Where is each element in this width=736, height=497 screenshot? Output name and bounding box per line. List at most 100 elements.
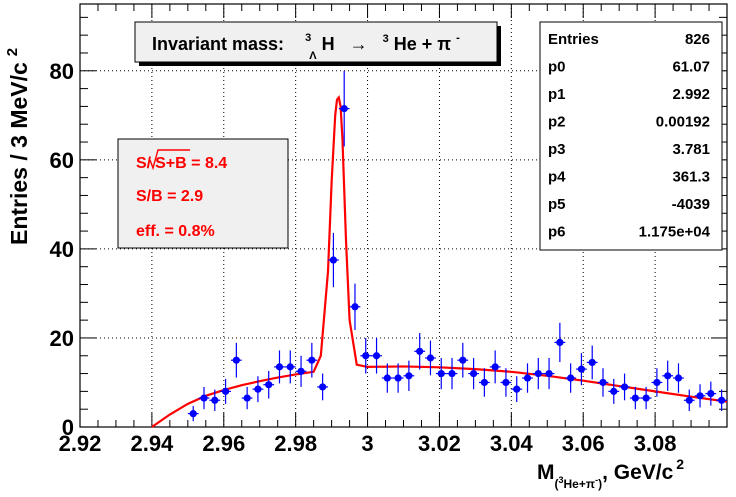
- data-marker: [599, 378, 607, 387]
- data-point: [629, 386, 641, 410]
- stats-label: p2: [548, 114, 566, 131]
- data-point: [489, 350, 501, 384]
- data-marker: [340, 105, 348, 113]
- stats-label: p5: [548, 196, 566, 213]
- annotation-box: S/S+B = 8.4 S/B = 2.9 eff. = 0.8%: [117, 138, 289, 249]
- annotation-sqrt-prefix: S/: [136, 155, 152, 172]
- data-marker: [405, 372, 413, 380]
- stats-value: 61.07: [672, 59, 710, 76]
- y-tick-label: 80: [50, 59, 74, 84]
- data-marker: [545, 369, 553, 378]
- y-axis-label-main: Entries / 3 MeV/c: [6, 62, 32, 245]
- data-point: [694, 384, 706, 408]
- stats-label: p1: [548, 86, 566, 103]
- x-tick-label: 3.02: [418, 431, 461, 456]
- x-axis-label-paren-open: (: [555, 477, 559, 491]
- y-tick-label: 40: [50, 237, 74, 262]
- y-axis-label: Entries / 3 MeV/c 2: [4, 48, 32, 245]
- data-point: [619, 373, 630, 401]
- data-marker: [696, 392, 704, 400]
- data-marker: [642, 394, 650, 402]
- stats-value: 1.175e+04: [639, 224, 711, 241]
- data-marker: [653, 378, 661, 387]
- stats-rows: Entries 826 p0 61.07 p1 2.992 p2 0.00192 p3 3.781…: [548, 31, 711, 241]
- data-points: [187, 70, 727, 422]
- data-marker: [329, 256, 338, 264]
- data-marker: [631, 394, 639, 402]
- data-marker: [265, 381, 273, 389]
- data-point: [532, 357, 544, 390]
- axis-ticks: [79, 4, 728, 428]
- data-point: [673, 363, 684, 393]
- data-marker: [297, 367, 305, 375]
- data-point: [252, 376, 264, 403]
- data-point: [683, 389, 695, 411]
- stats-value: 2.992: [672, 86, 710, 103]
- data-marker: [189, 410, 197, 418]
- data-marker: [685, 396, 693, 404]
- data-marker: [480, 378, 488, 387]
- x-axis-label-sub-super: 3: [559, 475, 564, 485]
- title-he-super: 3: [383, 33, 389, 45]
- title-hyp-sub: Λ: [309, 50, 317, 62]
- data-marker: [513, 385, 521, 393]
- data-marker: [394, 374, 402, 382]
- data-marker: [459, 356, 467, 364]
- data-point: [230, 342, 242, 378]
- data-point: [328, 232, 339, 288]
- y-axis-label-super: 2: [4, 48, 21, 56]
- y-tick-labels: 0 20 40 60 80: [50, 59, 74, 440]
- data-point: [284, 350, 296, 384]
- title-he-main: He + π: [394, 34, 452, 54]
- data-point: [543, 357, 555, 390]
- x-tick-label: 3.08: [634, 431, 677, 456]
- data-point: [597, 368, 609, 397]
- data-point: [317, 373, 329, 401]
- data-marker: [426, 354, 435, 362]
- x-axis-label: M(3He+π-), GeV/c 2: [537, 456, 684, 491]
- annotation-efficiency: eff. = 0.8%: [136, 223, 215, 240]
- y-tick-label: 20: [50, 326, 74, 351]
- stats-label: p6: [548, 224, 566, 241]
- data-point: [565, 363, 577, 393]
- x-axis-label-units: , GeV/c: [602, 461, 674, 484]
- annotation-sb-ratio: S/B = 2.9: [136, 188, 203, 205]
- data-marker: [491, 363, 499, 371]
- data-marker: [577, 365, 586, 373]
- data-point: [414, 333, 426, 370]
- title-box: Invariant mass: 3 Λ H → 3 He + π -: [134, 21, 501, 66]
- x-tick-label: 2.92: [59, 431, 102, 456]
- title-arrow: →: [350, 34, 368, 54]
- x-tick-label: 3.06: [562, 431, 605, 456]
- data-point: [522, 363, 533, 393]
- data-marker: [502, 378, 510, 387]
- data-marker: [351, 303, 359, 311]
- title-pi-super: -: [456, 32, 460, 44]
- x-axis-label-main: M: [537, 461, 555, 484]
- data-point: [478, 368, 490, 397]
- x-axis-label-paren-close: ): [598, 477, 602, 491]
- data-point: [640, 386, 652, 410]
- data-marker: [416, 347, 424, 355]
- data-point: [425, 340, 436, 376]
- data-marker: [437, 369, 445, 378]
- data-marker: [286, 363, 294, 371]
- y-tick-label: 0: [62, 415, 74, 440]
- data-marker: [588, 358, 596, 367]
- x-tick-label: 2.96: [202, 431, 245, 456]
- data-marker: [534, 369, 542, 378]
- data-point: [306, 342, 318, 378]
- data-point: [263, 370, 275, 399]
- data-point: [500, 368, 512, 397]
- data-point: [187, 406, 199, 422]
- stats-label: Entries: [548, 31, 599, 48]
- data-marker: [243, 394, 251, 402]
- x-tick-labels: 2.92 2.94 2.96 2.98 3 3.02 3.04 3.06 3.08: [59, 431, 677, 456]
- x-tick-label: 3: [361, 431, 373, 456]
- stats-value: 361.3: [672, 169, 710, 186]
- data-marker: [362, 352, 370, 360]
- data-point: [274, 350, 285, 384]
- data-point: [371, 337, 382, 374]
- data-marker: [200, 394, 208, 402]
